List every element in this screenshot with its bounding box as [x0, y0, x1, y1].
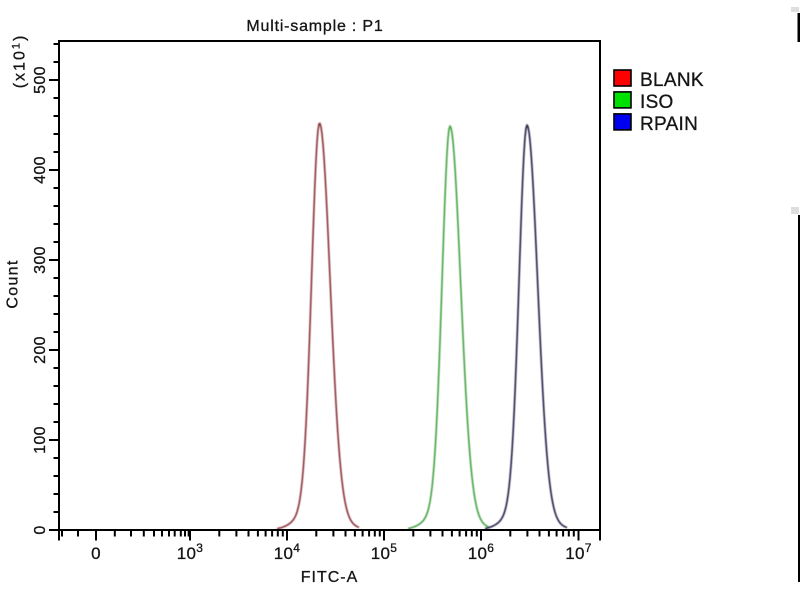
svg-text:(x101): (x101) [11, 34, 29, 89]
svg-text:ISO: ISO [640, 92, 674, 113]
svg-text:RPAIN: RPAIN [640, 114, 698, 135]
svg-text:300: 300 [32, 246, 49, 274]
svg-text:400: 400 [32, 156, 49, 184]
svg-text:0: 0 [91, 544, 101, 563]
svg-text:500: 500 [32, 66, 49, 94]
svg-text:200: 200 [32, 336, 49, 364]
svg-text:0: 0 [32, 525, 49, 534]
svg-text:FITC-A: FITC-A [301, 569, 359, 586]
svg-text:Multi-sample : P1: Multi-sample : P1 [246, 18, 383, 35]
svg-text:100: 100 [32, 426, 49, 454]
svg-text:BLANK: BLANK [640, 70, 704, 91]
svg-text:Count: Count [5, 259, 22, 308]
